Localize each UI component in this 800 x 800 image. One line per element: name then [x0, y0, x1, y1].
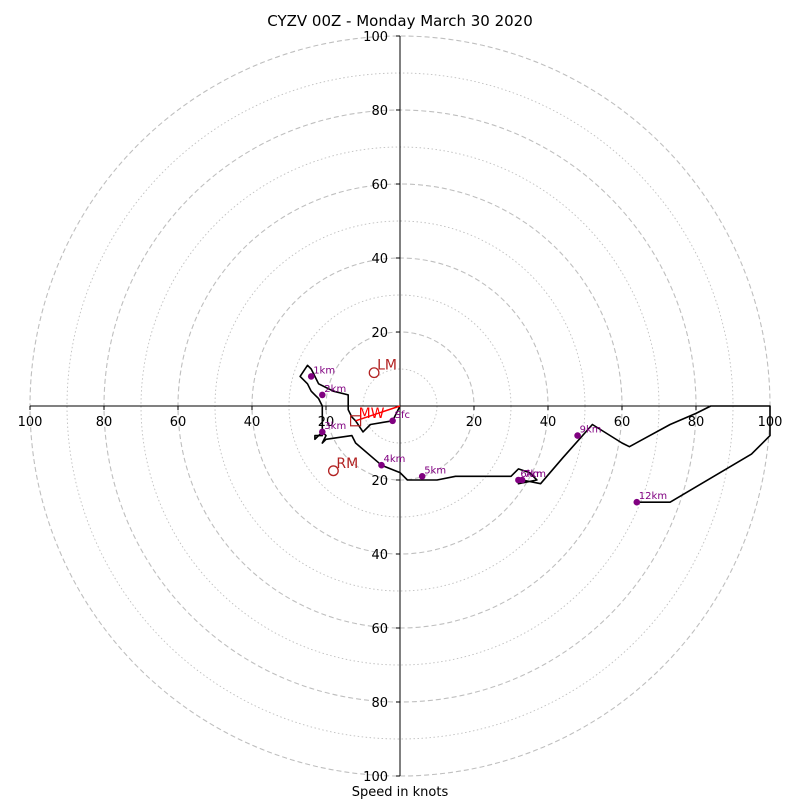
y-tick-label: 80: [371, 104, 388, 119]
x-tick-label: 80: [688, 415, 705, 430]
height-label: 5km: [424, 465, 446, 476]
height-point: [518, 476, 526, 484]
y-tick-label: 100: [363, 770, 388, 785]
height-point: [319, 391, 326, 399]
mean-wind-vector: [355, 405, 401, 422]
y-tick-label: 40: [371, 548, 388, 563]
y-tick-label: 60: [371, 178, 388, 193]
x-tick-label: 100: [18, 415, 43, 430]
storm-motion-label: LM: [377, 358, 397, 374]
height-label: 2km: [324, 384, 346, 395]
height-point: [389, 417, 396, 425]
x-tick-label: 60: [170, 415, 187, 430]
height-label: 9km: [580, 425, 602, 436]
wind-trace-line: [299, 364, 771, 504]
y-tick-label: 100: [363, 30, 388, 45]
x-tick-label: 40: [244, 415, 261, 430]
x-tick-label: 60: [614, 415, 631, 430]
height-point: [307, 373, 315, 380]
x-tick-label: 80: [96, 415, 113, 430]
tick-labels: 2020202040404040606060608080808010010010…: [18, 30, 783, 785]
x-tick-label: 40: [540, 415, 557, 430]
y-tick-label: 20: [371, 326, 388, 341]
y-tick-label: 80: [371, 696, 388, 711]
height-label: 1km: [313, 365, 335, 376]
mean-wind: MW: [350, 405, 401, 427]
height-label: 7km: [524, 469, 546, 480]
x-tick-label: 20: [466, 415, 483, 430]
height-point: [319, 428, 326, 436]
storm-motion-label: RM: [336, 456, 358, 472]
height-label: 6km: [520, 469, 542, 480]
storm-motion-marker: [368, 367, 380, 379]
y-tick-label: 20: [371, 474, 388, 489]
chart-title: CYZV 00Z - Monday March 30 2020: [267, 12, 533, 30]
height-point: [574, 432, 581, 439]
y-tick-label: 40: [371, 252, 388, 267]
height-label: 12km: [639, 491, 667, 502]
wind-trace: [299, 364, 771, 504]
x-axis-label: Speed in knots: [352, 785, 449, 800]
height-point: [633, 498, 641, 506]
height-point: [418, 473, 426, 480]
height-label: 3km: [324, 421, 346, 432]
height-label: Sfc: [395, 410, 410, 421]
mean-wind-marker: [350, 415, 362, 427]
height-point: [378, 461, 385, 469]
y-tick-label: 60: [371, 622, 388, 637]
storm-motion-marker: [327, 465, 339, 477]
height-label: 4km: [384, 454, 406, 465]
mean-wind-label: MW: [359, 406, 385, 422]
storm-motions: LM RM: [327, 358, 397, 477]
